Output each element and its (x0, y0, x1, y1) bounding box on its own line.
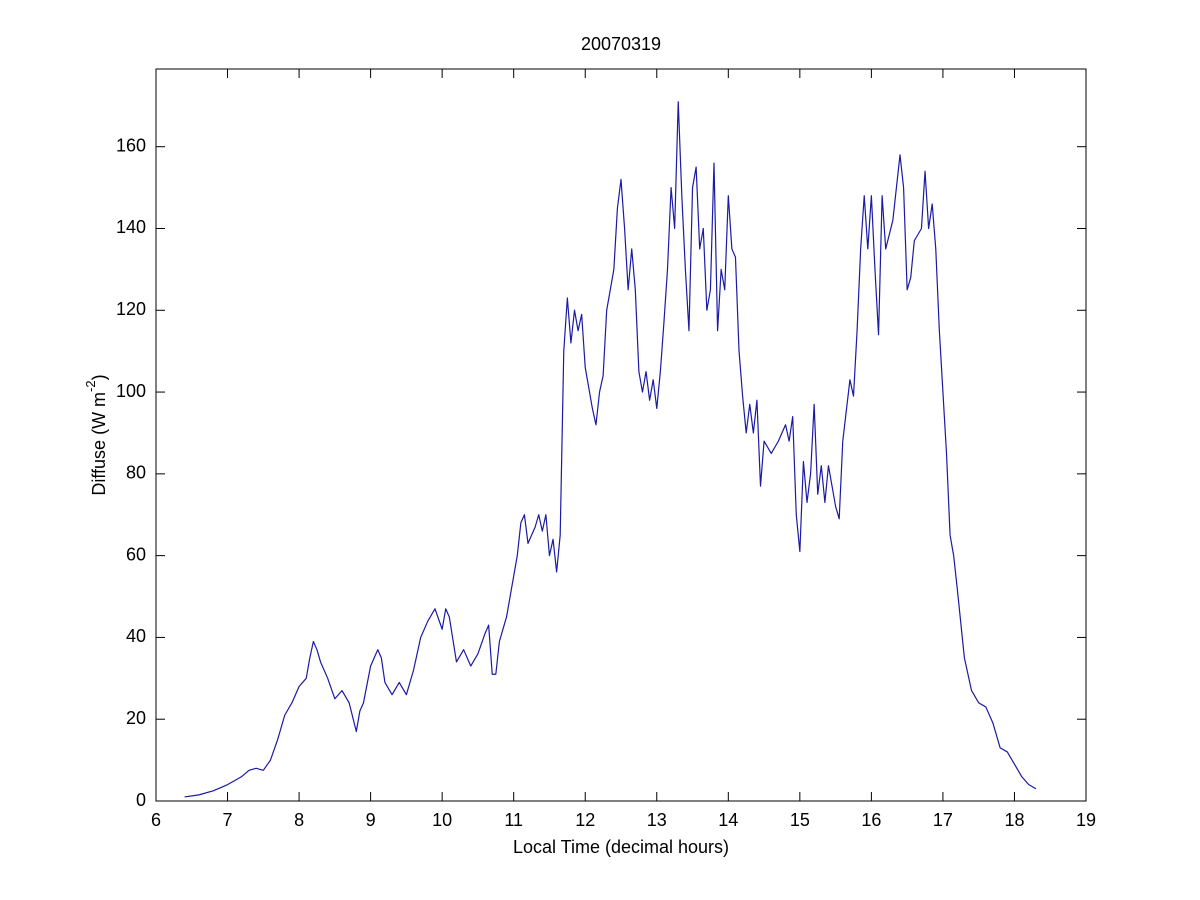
data-line (184, 101, 1037, 798)
x-tick-label: 19 (1076, 810, 1096, 830)
x-tick-label: 14 (718, 810, 738, 830)
y-tick-label: 160 (116, 135, 146, 155)
x-tick-label: 8 (294, 810, 304, 830)
y-tick-label: 140 (116, 217, 146, 237)
x-tick-label: 7 (223, 810, 233, 830)
x-tick-label: 10 (432, 810, 452, 830)
x-tick-label: 16 (861, 810, 881, 830)
plot-frame (155, 68, 1087, 802)
y-tick-label: 80 (126, 463, 146, 483)
y-axis-label-sup: -2 (83, 380, 98, 392)
y-axis-label-main: Diffuse (W m (89, 392, 109, 496)
chart-title: 20070319 (581, 34, 661, 54)
x-tick-label: 17 (933, 810, 953, 830)
x-tick-label: 11 (504, 810, 523, 830)
y-tick-label: 100 (116, 381, 146, 401)
x-axis-label: Local Time (decimal hours) (513, 837, 729, 857)
x-tick-label: 6 (151, 810, 161, 830)
x-tick-label: 13 (647, 810, 667, 830)
y-tick-label: 40 (126, 626, 146, 646)
x-tick-label: 18 (1004, 810, 1024, 830)
y-tick-label: 0 (136, 790, 146, 810)
y-tick-label: 20 (126, 708, 146, 728)
y-tick-label: 60 (126, 544, 146, 564)
x-tick-label: 12 (575, 810, 595, 830)
y-axis-label: Diffuse (W m-2) (83, 374, 108, 495)
x-tick-label: 15 (790, 810, 810, 830)
x-tick-label: 9 (366, 810, 376, 830)
y-axis-label-end: ) (89, 374, 109, 380)
y-tick-label: 120 (116, 299, 146, 319)
